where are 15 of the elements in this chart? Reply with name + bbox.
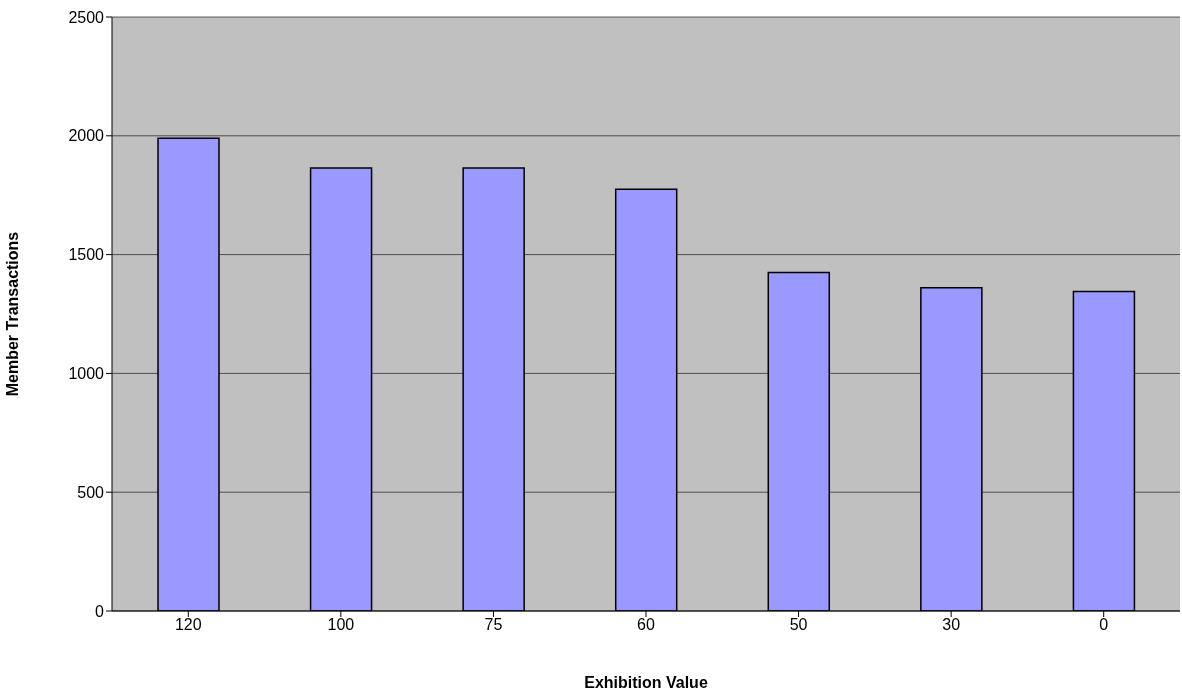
y-tick-label: 0 xyxy=(95,602,105,620)
x-tick-label: 50 xyxy=(789,616,808,634)
x-tick-label: 0 xyxy=(1099,616,1109,634)
y-tick-label: 1000 xyxy=(68,365,105,383)
x-axis-title: Exhibition Value xyxy=(584,674,708,691)
x-tick-label: 100 xyxy=(327,616,355,634)
y-tick-label: 500 xyxy=(77,483,105,501)
x-tick-label: 75 xyxy=(484,616,503,634)
y-axis-title: Member Transactions xyxy=(3,231,21,397)
y-tick-label: 1500 xyxy=(68,246,105,264)
x-tick-label: 120 xyxy=(174,616,202,634)
x-tick-label: 30 xyxy=(942,616,961,634)
x-tick-label: 60 xyxy=(637,616,655,634)
y-tick-label: 2500 xyxy=(68,8,105,26)
y-tick-label: 2000 xyxy=(68,127,105,145)
